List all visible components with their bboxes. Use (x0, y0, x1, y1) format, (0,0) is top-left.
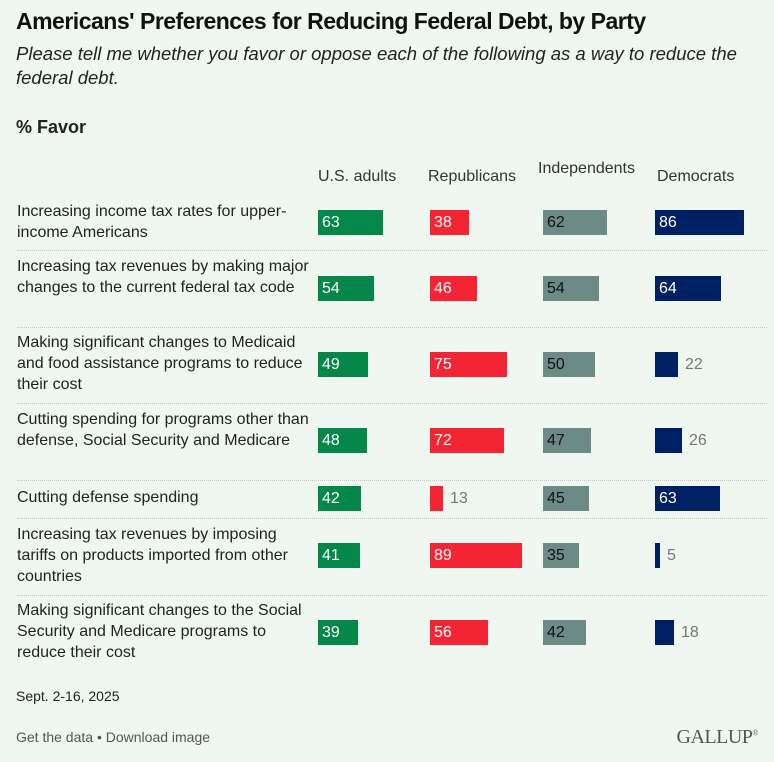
bar-value-label: 26 (689, 432, 707, 449)
bar-value-label: 54 (547, 280, 565, 297)
row-label: Making significant changes to the Social… (17, 602, 302, 661)
bar-value-label: 89 (434, 547, 452, 564)
bar-value-label: 86 (659, 214, 677, 231)
unit-label: % Favor (16, 117, 87, 137)
bar-value-label: 38 (434, 214, 452, 231)
bar-democrats (655, 543, 660, 568)
chart-subtitle: Please tell me whether you favor or oppo… (16, 43, 737, 88)
bar-value-label: 35 (547, 547, 565, 564)
bar-value-label: 75 (434, 356, 452, 373)
bar-republicans (430, 352, 507, 377)
bar-us_adults (318, 210, 383, 235)
bar-independents (543, 276, 599, 301)
bar-us_adults (318, 543, 360, 568)
bar-value-label: 5 (667, 547, 676, 564)
bar-value-label: 41 (322, 547, 340, 564)
download-image-link[interactable]: Download image (105, 729, 211, 745)
bar-independents (543, 620, 586, 645)
get-data-link[interactable]: Get the data (16, 729, 94, 745)
survey-date: Sept. 2-16, 2025 (16, 688, 120, 704)
row-label: Increasing income tax rates for upper-in… (17, 203, 287, 241)
bar-value-label: 45 (547, 490, 565, 507)
row-divider (17, 480, 767, 481)
bar-value-label: 22 (685, 356, 703, 373)
bar-value-label: 63 (322, 214, 340, 231)
column-header-us_adults: U.S. adults (318, 168, 397, 185)
bar-republicans (430, 620, 488, 645)
bar-republicans (430, 428, 504, 453)
bar-value-label: 64 (659, 280, 677, 297)
bar-us_adults (318, 486, 361, 511)
bar-democrats (655, 428, 682, 453)
bullet-separator: • (96, 729, 102, 745)
bar-value-label: 48 (322, 432, 340, 449)
row-divider (17, 327, 767, 328)
registered-mark: ® (752, 728, 758, 738)
bar-republicans (430, 210, 469, 235)
bar-value-label: 63 (659, 490, 677, 507)
bar-value-label: 62 (547, 214, 565, 231)
column-header-independents: Independents (538, 160, 635, 177)
row-divider (17, 250, 767, 251)
bar-value-label: 18 (681, 624, 699, 641)
bar-value-label: 39 (322, 624, 340, 641)
bar-value-label: 56 (434, 624, 452, 641)
gallup-logo[interactable]: GALLUP® (676, 726, 759, 749)
row-divider (17, 518, 767, 519)
bar-us_adults (318, 276, 374, 301)
bar-value-label: 13 (450, 490, 468, 507)
row-label: Increasing tax revenues by imposing tari… (17, 526, 288, 585)
bar-democrats (655, 210, 744, 235)
bar-value-label: 72 (434, 432, 452, 449)
bar-value-label: 49 (322, 356, 340, 373)
row-label: Increasing tax revenues by making major … (17, 258, 309, 296)
bar-independents (543, 210, 607, 235)
row-divider (17, 595, 767, 596)
bar-republicans (430, 543, 522, 568)
bar-us_adults (318, 428, 367, 453)
row-label: Cutting defense spending (17, 489, 199, 506)
column-header-republicans: Republicans (428, 168, 517, 185)
bar-value-label: 54 (322, 280, 340, 297)
bar-us_adults (318, 620, 358, 645)
bar-value-label: 46 (434, 280, 452, 297)
bar-republicans (430, 486, 443, 511)
bar-democrats (655, 620, 674, 645)
bar-democrats (655, 276, 721, 301)
bar-value-label: 42 (322, 490, 340, 507)
brand-name: GALLUP (676, 726, 753, 748)
bar-value-label: 42 (547, 624, 565, 641)
row-divider (17, 403, 767, 404)
bar-independents (543, 428, 591, 453)
bar-independents (543, 352, 595, 377)
bar-republicans (430, 276, 477, 301)
bar-democrats (655, 352, 678, 377)
chart-title: Americans' Preferences for Reducing Fede… (16, 8, 646, 34)
bar-independents (543, 543, 579, 568)
bar-democrats (655, 486, 720, 511)
bar-us_adults (318, 352, 368, 377)
bar-value-label: 47 (547, 432, 565, 449)
bar-independents (543, 486, 589, 511)
row-label: Making significant changes to Medicaid a… (17, 334, 303, 393)
bar-value-label: 50 (547, 356, 565, 373)
row-label: Cutting spending for programs other than… (17, 411, 309, 449)
footer-links: Get the data • Download image (16, 729, 210, 745)
column-header-democrats: Democrats (657, 168, 735, 185)
